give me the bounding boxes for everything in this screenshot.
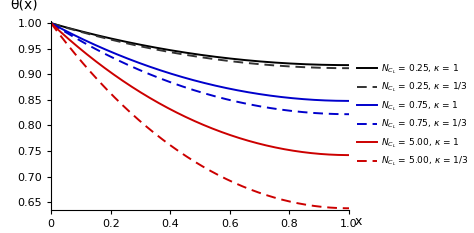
Y-axis label: θ(x): θ(x) (10, 0, 38, 11)
Legend: $N_{C_L}$ = 0.25, $\kappa$ = 1, $N_{C_L}$ = 0.25, $\kappa$ = 1/3, $N_{C_L}$ = 0.: $N_{C_L}$ = 0.25, $\kappa$ = 1, $N_{C_L}… (356, 61, 469, 169)
X-axis label: x: x (354, 216, 362, 229)
